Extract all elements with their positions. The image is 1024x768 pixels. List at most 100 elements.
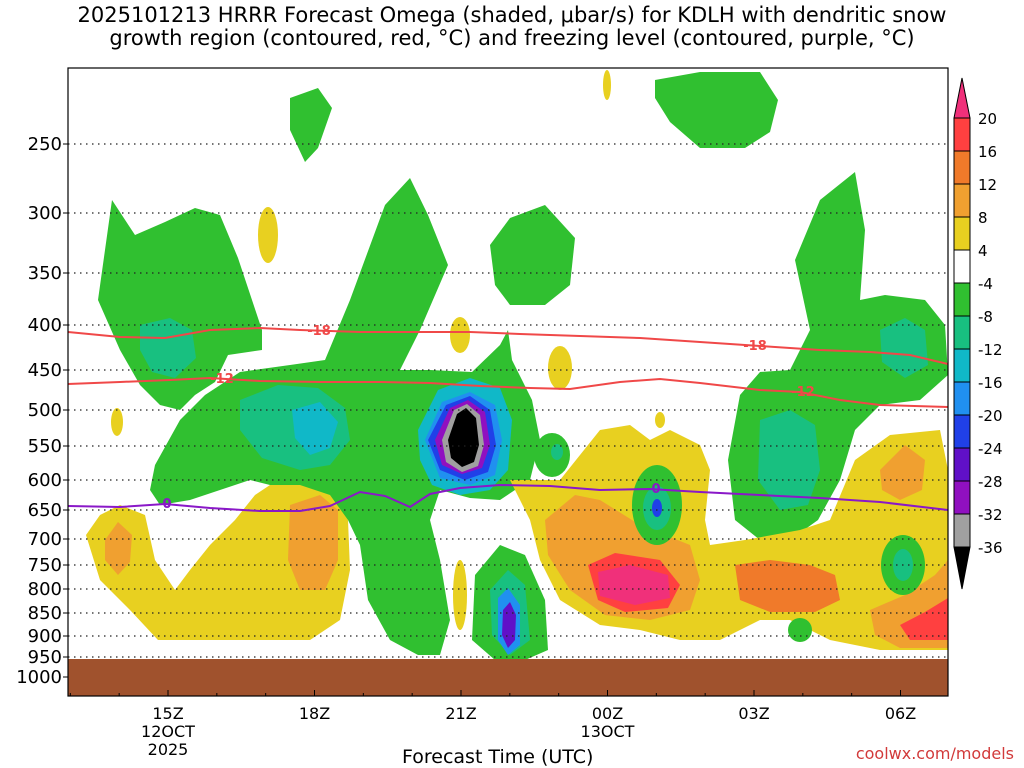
freezing-label-1: 0 [162,497,171,512]
omega-region-orange-left [105,522,132,575]
plot-area: -18 -18 -12 -12 0 0 [68,70,948,696]
omega-region-green-left [98,200,262,410]
omega-region-green-topright [490,205,575,305]
colorbar-segment [953,447,971,482]
y-tick-label: 400 [28,315,62,336]
omega-cell-cyan-small [551,444,563,460]
freezing-label-2: 0 [651,482,660,497]
omega-region-green-top [655,72,778,148]
colorbar-segment [953,513,971,548]
x-tick-label: 03Z [738,704,769,723]
colorbar-segment [953,348,971,383]
x-tick-label: 15Z [152,704,183,723]
freezing-level-contour [68,483,948,512]
omega-region-orange-mid [288,495,338,590]
y-tick-label: 300 [28,203,62,224]
pressure-gridlines [68,143,948,658]
colorbar-segment [953,414,971,449]
colorbar-label: 20 [978,110,997,128]
x-tick-label: 00Z [592,704,623,723]
omega-cell-yellow-e [453,560,467,630]
omega-shading [86,70,948,660]
colorbar-segment [953,282,971,317]
colorbar-label: -16 [978,374,1003,392]
colorbar-segment [953,480,971,515]
y-tick-label: 850 [28,603,62,624]
y-tick-label: 450 [28,360,62,381]
dgz-lower-contour [68,376,948,408]
omega-region-black-core [448,408,479,467]
x-tick-year: 2025 [148,740,189,759]
omega-cell-green-bottom [788,618,812,642]
omega-region-cyan-left [140,318,196,378]
x-axis-label: Forecast Time (UTC) [402,746,594,768]
dgz-lower-label-1: -12 [210,372,234,387]
credit-text: coolwx.com/models [855,744,1014,763]
colorbar-segment [953,117,971,152]
y-tick-label: 750 [28,555,62,576]
colorbar-label: -28 [978,473,1003,491]
omega-region-cyan-right [758,410,820,510]
omega-cell-yellow-b [450,317,470,353]
x-tick-label: 21Z [445,704,476,723]
colorbar-label: 8 [978,209,988,227]
dgz-upper-label-2: -18 [743,339,767,354]
colorbar-label: -20 [978,407,1003,425]
omega-region-orange-farright [880,445,925,500]
colorbar-segment [953,183,971,218]
x-tick-date: 13OCT [581,722,635,741]
y-tick-label: 1000 [16,667,62,688]
colorbar-segment [953,315,971,350]
colorbar-label: -12 [978,341,1003,359]
y-tick-label: 550 [28,436,62,457]
dgz-lower-label-2: -12 [791,385,815,400]
x-tick-date: 12OCT [141,722,195,741]
x-tick-label: 18Z [299,704,330,723]
chart-title: 2025101213 HRRR Forecast Omega (shaded, … [0,4,1024,50]
omega-region-red-bottomright [900,598,948,640]
y-axis: 2503003504004505005506006507007508008509… [16,134,68,688]
colorbar-label: 4 [978,242,988,260]
omega-cell-blue-mid [652,499,662,517]
omega-region-blue-central [292,402,338,455]
colorbar-label: -32 [978,506,1003,524]
y-tick-label: 650 [28,500,62,521]
omega-region-orange-right2 [735,560,840,612]
omega-cell-yellow-d [111,408,123,436]
colorbar-label: -24 [978,440,1003,458]
colorbar-label: 12 [978,176,997,194]
y-tick-label: 950 [28,647,62,668]
omega-region-green-upper-mid [290,88,332,162]
colorbar-segment [953,381,971,416]
omega-region-cyan-farright [880,318,928,378]
y-tick-label: 800 [28,579,62,600]
omega-cell-yellow-f [603,70,611,100]
colorbar-segment [953,249,971,284]
colorbar-segment [953,216,971,251]
dgz-upper-contour [68,326,948,365]
plot-frame [67,67,949,697]
colorbar-label: 16 [978,143,997,161]
colorbar: 20 16 12 8 4 -4 -8 -12 -16 -20 -24 -28 -32 -36 [953,77,1003,590]
ground-terrain [68,659,948,696]
colorbar-top-arrow [953,77,971,119]
y-tick-label: 600 [28,470,62,491]
dgz-upper-label-1: -18 [307,324,331,339]
y-tick-label: 500 [28,400,62,421]
x-tick-label: 06Z [885,704,916,723]
y-tick-label: 350 [28,263,62,284]
omega-cell-yellow-g [655,412,665,428]
y-tick-label: 700 [28,529,62,550]
y-tick-label: 900 [28,626,62,647]
title-line-2: growth region (contoured, red, °C) and f… [109,26,915,50]
colorbar-segment [953,150,971,185]
colorbar-label: -8 [978,308,993,326]
y-tick-label: 250 [28,134,62,155]
colorbar-bottom-arrow [953,546,971,590]
omega-region-yellow-left [86,485,350,640]
colorbar-label: -36 [978,539,1003,557]
omega-cell-yellow-a [258,207,278,263]
title-line-1: 2025101213 HRRR Forecast Omega (shaded, … [77,3,947,27]
